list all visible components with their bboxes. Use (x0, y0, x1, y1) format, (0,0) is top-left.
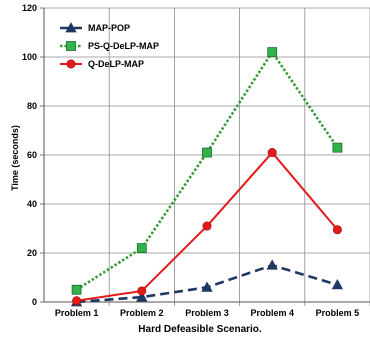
data-point (266, 259, 278, 270)
data-point (202, 221, 212, 231)
data-point (267, 148, 277, 158)
data-point (136, 291, 148, 302)
legend-item: MAP-POP (60, 22, 130, 33)
legend-label: MAP-POP (88, 23, 130, 33)
legend: MAP-POP PS-Q-DeLP-MAP Q-DeLP-MAP (60, 22, 159, 69)
data-point (72, 296, 82, 306)
x-tick-label: Problem 2 (120, 308, 164, 318)
x-tick-label: Problem 1 (55, 308, 99, 318)
y-tick-label: 80 (27, 101, 37, 111)
y-axis-title: Time (seconds) (10, 125, 20, 191)
y-tick-label: 40 (27, 199, 37, 209)
data-point (136, 243, 147, 254)
data-point (66, 41, 76, 51)
data-point (332, 142, 343, 153)
series-group (72, 148, 342, 306)
series (70, 47, 344, 307)
axes: 0 20 40 60 80 100 120 Problem 1 Problem 2 Problem… (22, 3, 370, 318)
series-group (71, 47, 343, 295)
y-tick-label: 20 (27, 248, 37, 258)
data-point (332, 225, 342, 235)
data-point (267, 47, 278, 57)
y-tick-label: 100 (22, 52, 37, 62)
y-tick-label: 0 (32, 297, 37, 307)
data-point (331, 279, 344, 290)
x-axis-title: Hard Defeasible Scenario. (138, 324, 262, 335)
legend-item: Q-DeLP-MAP (60, 59, 144, 69)
data-point (65, 22, 77, 33)
legend-item: PS-Q-DeLP-MAP (60, 41, 159, 51)
x-tick-label: Problem 4 (250, 308, 294, 318)
data-point (66, 59, 76, 69)
series-line (75, 50, 339, 291)
y-tick-label: 60 (27, 150, 37, 160)
x-tick-label: Problem 3 (185, 308, 229, 318)
data-point (71, 284, 82, 295)
data-point (137, 286, 147, 296)
legend-label: Q-DeLP-MAP (88, 59, 144, 69)
data-point (201, 281, 213, 292)
legend-label: PS-Q-DeLP-MAP (88, 41, 159, 51)
x-tick-label: Problem 5 (316, 308, 360, 318)
grid (43, 7, 370, 306)
data-point (202, 147, 212, 158)
y-tick-label: 120 (22, 3, 37, 13)
